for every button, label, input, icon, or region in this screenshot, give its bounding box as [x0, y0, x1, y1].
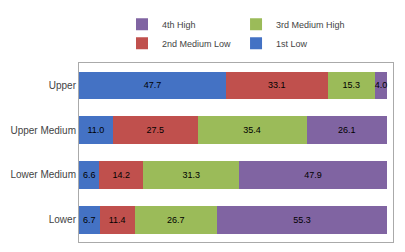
svg-text:Lower Medium: Lower Medium: [10, 169, 76, 180]
svg-text:3rd Medium High: 3rd Medium High: [276, 20, 345, 30]
svg-text:47.9: 47.9: [304, 170, 322, 180]
svg-text:6.7: 6.7: [83, 215, 96, 225]
svg-text:6.6: 6.6: [83, 170, 96, 180]
svg-text:26.1: 26.1: [338, 125, 356, 135]
svg-text:Upper Medium: Upper Medium: [10, 125, 76, 136]
svg-text:11.0: 11.0: [88, 125, 105, 135]
svg-text:27.5: 27.5: [146, 125, 164, 135]
svg-text:35.4: 35.4: [243, 125, 261, 135]
svg-text:14.2: 14.2: [112, 170, 130, 180]
svg-text:33.1: 33.1: [268, 80, 286, 90]
svg-text:15.3: 15.3: [343, 80, 361, 90]
svg-text:55.3: 55.3: [293, 215, 311, 225]
svg-text:4th High: 4th High: [162, 20, 196, 30]
svg-text:11.4: 11.4: [109, 215, 126, 225]
svg-text:2nd Medium Low: 2nd Medium Low: [162, 39, 231, 49]
svg-text:Upper: Upper: [49, 80, 77, 91]
svg-text:47.7: 47.7: [144, 80, 162, 90]
svg-text:31.3: 31.3: [182, 170, 200, 180]
svg-text:Lower: Lower: [49, 214, 77, 225]
svg-text:4.0: 4.0: [375, 80, 388, 90]
svg-text:26.7: 26.7: [167, 215, 185, 225]
svg-text:1st Low: 1st Low: [276, 39, 308, 49]
